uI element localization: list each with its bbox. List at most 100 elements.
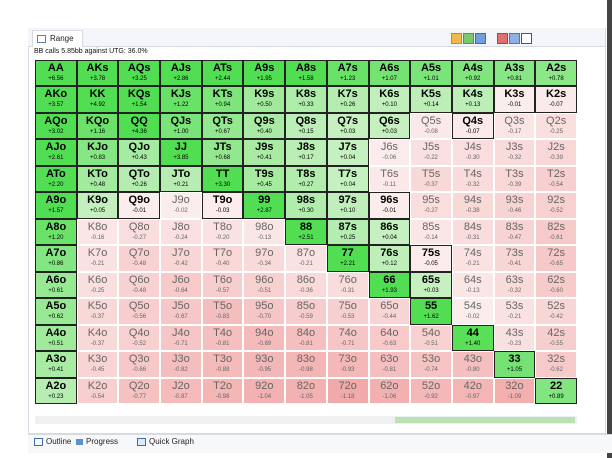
hand-cell[interactable]: T2s -0.54 (535, 165, 577, 193)
hand-cell[interactable]: K7s +0.26 (326, 86, 369, 113)
hand-cell[interactable]: J6o -0.64 (160, 271, 202, 299)
hand-cell[interactable]: K4s +0.13 (451, 86, 494, 113)
hand-cell[interactable]: JTs +0.68 (201, 139, 244, 166)
hand-cell[interactable]: Q3o -0.66 (118, 351, 161, 378)
hand-cell[interactable]: 94o -0.89 (243, 324, 286, 352)
hand-cell[interactable]: 62s -0.60 (535, 271, 577, 299)
hand-cell[interactable]: T9o -0.03 (201, 192, 244, 219)
hand-cell[interactable]: A6o +0.61 (35, 271, 77, 299)
hand-cell[interactable]: AKs +3.78 (76, 60, 119, 87)
hand-cell[interactable]: 92s -0.52 (535, 192, 577, 219)
hand-cell[interactable]: J8o -0.24 (160, 218, 202, 246)
hand-cell[interactable]: 96s -0.01 (368, 192, 411, 219)
hand-cell[interactable]: J9o -0.02 (160, 192, 202, 219)
hand-cell[interactable]: A7o +0.86 (35, 245, 77, 272)
hand-cell[interactable]: 43s -0.23 (493, 324, 536, 352)
hand-cell[interactable]: 97o -0.34 (243, 245, 286, 272)
hand-cell[interactable]: A9o +1.57 (35, 192, 77, 219)
hand-cell[interactable]: A8s +1.58 (285, 60, 327, 87)
hand-cell[interactable]: 93o -0.95 (243, 351, 286, 378)
hand-cell[interactable]: J7s +0.04 (326, 139, 369, 166)
hand-cell[interactable]: T6s -0.11 (368, 165, 411, 193)
hand-cell[interactable]: 75s -0.05 (410, 245, 452, 272)
hand-cell[interactable]: 32o -1.09 (493, 377, 536, 404)
hand-cell[interactable]: 62o -1.06 (368, 377, 411, 404)
hand-cell[interactable]: KJs +1.22 (160, 86, 202, 113)
hand-cell[interactable]: KTs +0.94 (201, 86, 244, 113)
hand-cell[interactable]: 54o -0.51 (410, 324, 452, 352)
hand-cell[interactable]: 77 +2.21 (326, 245, 369, 272)
tool-icon[interactable] (497, 33, 508, 44)
hand-cell[interactable]: 76o -0.31 (326, 271, 369, 299)
hand-cell[interactable]: K6s +0.10 (368, 86, 411, 113)
hand-cell[interactable]: 94s -0.38 (451, 192, 494, 219)
hand-cell[interactable]: K4o -0.37 (76, 324, 119, 352)
hand-cell[interactable]: 85s -0.14 (410, 218, 452, 246)
hand-cell[interactable]: 65o -0.44 (368, 298, 411, 325)
hand-cell[interactable]: 33 +1.05 (493, 351, 536, 378)
hand-cell[interactable]: 72o -1.18 (326, 377, 369, 404)
hand-cell[interactable]: A7s +1.23 (326, 60, 369, 87)
hand-cell[interactable]: J9s +0.41 (243, 139, 286, 166)
hand-cell[interactable]: 55 +1.62 (410, 298, 452, 325)
hand-cell[interactable]: T4o -0.81 (201, 324, 244, 352)
hand-cell[interactable]: AJo +2.61 (35, 139, 77, 166)
hand-cell[interactable]: K5o -0.37 (76, 298, 119, 325)
hand-cell[interactable]: 32s -0.62 (535, 351, 577, 378)
hand-cell[interactable]: 86s +0.04 (368, 218, 411, 246)
hand-cell[interactable]: J7o -0.42 (160, 245, 202, 272)
hand-cell[interactable]: T3s -0.39 (493, 165, 536, 193)
hand-cell[interactable]: 99 +2.87 (243, 192, 286, 219)
hand-cell[interactable]: 86o -0.36 (285, 271, 327, 299)
hand-cell[interactable]: ATs +2.44 (201, 60, 244, 87)
hand-cell[interactable]: JTo +0.21 (160, 165, 202, 193)
hand-cell[interactable]: K8o -0.16 (76, 218, 119, 246)
hand-cell[interactable]: 52s -0.42 (535, 298, 577, 325)
hand-cell[interactable]: 98s +0.30 (285, 192, 327, 219)
hand-cell[interactable]: A2s +0.78 (535, 60, 577, 87)
hand-cell[interactable]: A3o +0.41 (35, 351, 77, 378)
hand-cell[interactable]: A3s +0.81 (493, 60, 536, 87)
hand-cell[interactable]: Q2s -0.25 (535, 112, 577, 140)
hand-cell[interactable]: KK +4.92 (76, 86, 119, 113)
hand-cell[interactable]: 87o -0.21 (285, 245, 327, 272)
hand-cell[interactable]: Q4o -0.52 (118, 324, 161, 352)
hand-cell[interactable]: 84o -0.81 (285, 324, 327, 352)
bottom-tab[interactable]: Quick Graph (137, 437, 194, 447)
hand-cell[interactable]: T9s +0.45 (243, 165, 286, 193)
hand-cell[interactable]: J4o -0.71 (160, 324, 202, 352)
hand-cell[interactable]: T8s +0.27 (285, 165, 327, 193)
hand-cell[interactable]: T8o -0.20 (201, 218, 244, 246)
hand-cell[interactable]: QTo +0.26 (118, 165, 161, 193)
hand-cell[interactable]: 63o -0.81 (368, 351, 411, 378)
hand-cell[interactable]: T7s +0.04 (326, 165, 369, 193)
hand-cell[interactable]: 76s +0.12 (368, 245, 411, 272)
hand-cell[interactable]: 53o -0.74 (410, 351, 452, 378)
hand-cell[interactable]: 53s -0.21 (493, 298, 536, 325)
hand-cell[interactable]: KQo +1.16 (76, 112, 119, 140)
hand-cell[interactable]: 84s -0.31 (451, 218, 494, 246)
hand-cell[interactable]: 42s -0.55 (535, 324, 577, 352)
hand-cell[interactable]: Q6o -0.48 (118, 271, 161, 299)
hand-cell[interactable]: K9o +0.05 (76, 192, 119, 219)
tool-icon[interactable] (509, 33, 520, 44)
hand-cell[interactable]: A5s +1.01 (410, 60, 452, 87)
hand-cell[interactable]: Q4s -0.07 (451, 112, 494, 140)
hand-cell[interactable]: J2s -0.39 (535, 139, 577, 166)
hand-cell[interactable]: 82o -1.05 (285, 377, 327, 404)
hand-cell[interactable]: Q5o -0.56 (118, 298, 161, 325)
hand-cell[interactable]: QTs +0.67 (201, 112, 244, 140)
hand-cell[interactable]: J8s +0.17 (285, 139, 327, 166)
hand-cell[interactable]: 74s -0.21 (451, 245, 494, 272)
hand-cell[interactable]: A5o +0.62 (35, 298, 77, 325)
hand-cell[interactable]: AQo +3.02 (35, 112, 77, 140)
hand-cell[interactable]: Q5s -0.08 (410, 112, 452, 140)
hand-cell[interactable]: Q3s -0.17 (493, 112, 536, 140)
hand-cell[interactable]: A6s +1.07 (368, 60, 411, 87)
hand-cell[interactable]: J5o -0.67 (160, 298, 202, 325)
hand-cell[interactable]: K2o -0.54 (76, 377, 119, 404)
hand-cell[interactable]: 95s -0.27 (410, 192, 452, 219)
hand-cell[interactable]: 44 +1.40 (451, 324, 494, 352)
hand-cell[interactable]: 43o -0.80 (451, 351, 494, 378)
hand-cell[interactable]: 66 +1.93 (368, 271, 411, 299)
